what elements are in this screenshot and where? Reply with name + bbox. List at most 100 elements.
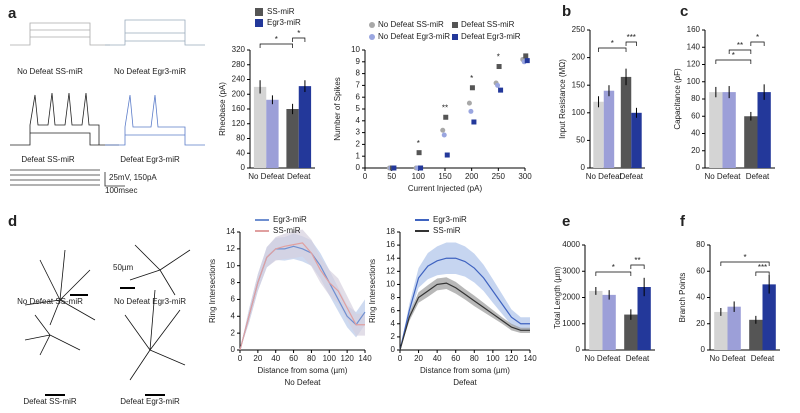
neuron-label: No Defeat Egr3-miR	[114, 297, 186, 306]
panel-letter: f	[680, 213, 686, 230]
bracket	[595, 271, 632, 276]
y-tick-label: 8	[231, 278, 236, 287]
panel-letter: d	[8, 213, 17, 230]
bar	[744, 116, 758, 168]
point	[498, 87, 504, 93]
y-tick-label: 3000	[562, 266, 580, 275]
traces	[10, 19, 205, 396]
y-axis-label: Ring Intersections	[368, 259, 377, 323]
y-tick-label: 8	[356, 69, 361, 78]
bar	[709, 92, 723, 168]
x-tick-label: 40	[271, 354, 280, 363]
y-tick-label: 50	[576, 136, 585, 145]
x-tick-label: 60	[451, 354, 460, 363]
point	[391, 165, 397, 171]
significance: *	[756, 33, 759, 42]
y-tick-label: 40	[691, 129, 700, 138]
legend-swatch	[255, 8, 263, 16]
y-tick-label: 0	[241, 163, 246, 172]
y-tick-label: 20	[691, 146, 700, 155]
y-tick-label: 80	[696, 240, 705, 249]
y-tick-label: 100	[572, 108, 586, 117]
x-tick-label: No Defeat	[709, 354, 746, 363]
x-tick-label: 0	[398, 354, 403, 363]
point	[471, 119, 477, 125]
x-axis-label: Distance from soma (µm)	[258, 366, 348, 375]
point	[496, 64, 502, 70]
y-tick-label: 150	[572, 80, 586, 89]
y-tick-label: 160	[232, 104, 246, 113]
scale-label: 50µm	[113, 263, 134, 272]
y-tick-label: 6	[391, 306, 396, 315]
bracket	[598, 47, 627, 52]
y-tick-label: 60	[691, 111, 700, 120]
significance: *	[611, 39, 614, 48]
legend-marker	[369, 34, 375, 40]
significance: *	[470, 74, 473, 83]
y-tick-label: 120	[687, 60, 701, 69]
legend-label: Egr3-miR	[433, 215, 467, 224]
bar	[266, 99, 279, 168]
point	[418, 165, 424, 171]
y-tick-label: 60	[696, 266, 705, 275]
y-tick-label: 10	[226, 261, 235, 270]
x-tick-label: Defeat	[626, 354, 650, 363]
point	[468, 108, 474, 114]
legend-label: SS-miR	[273, 226, 301, 235]
y-tick-label: 20	[696, 319, 705, 328]
legend-label: No Defeat SS-miR	[378, 20, 444, 29]
significance: ***	[627, 33, 636, 42]
y-tick-label: 250	[572, 25, 586, 34]
significance: *	[743, 253, 746, 262]
y-tick-label: 2000	[562, 293, 580, 302]
x-tick-label: 20	[253, 354, 262, 363]
legend-marker	[369, 22, 375, 28]
x-tick-label: 100	[323, 354, 337, 363]
significance: **	[737, 41, 743, 50]
y-tick-label: 2	[356, 140, 361, 149]
neuron-label: Defeat Egr3-miR	[120, 397, 180, 406]
panel-letter: e	[562, 213, 570, 230]
trace-label: Defeat Egr3-miR	[120, 155, 180, 164]
y-tick-label: 160	[687, 25, 701, 34]
y-tick-label: 2	[231, 328, 236, 337]
panel-letter: c	[680, 3, 688, 20]
point	[523, 53, 529, 59]
subtitle: No Defeat	[284, 378, 321, 387]
bracket	[630, 264, 645, 269]
y-tick-label: 18	[386, 227, 395, 236]
x-tick-label: Defeat	[746, 172, 770, 181]
x-tick-label: 140	[358, 354, 372, 363]
x-tick-label: 200	[465, 172, 479, 181]
legend-marker	[452, 34, 458, 40]
y-tick-label: 8	[391, 293, 396, 302]
bar	[722, 92, 736, 168]
bar	[762, 284, 776, 350]
x-tick-label: 80	[307, 354, 316, 363]
y-tick-label: 0	[356, 163, 361, 172]
significance: *	[497, 53, 500, 62]
y-tick-label: 16	[386, 240, 395, 249]
bracket	[259, 43, 293, 48]
y-tick-label: 6	[231, 295, 236, 304]
y-tick-label: 200	[232, 89, 246, 98]
error-band	[400, 277, 530, 350]
y-tick-label: 120	[232, 119, 246, 128]
bar	[298, 86, 312, 168]
line	[239, 242, 365, 351]
x-tick-label: 40	[433, 354, 442, 363]
point	[495, 82, 501, 88]
y-tick-label: 6	[356, 92, 361, 101]
bracket	[625, 41, 637, 46]
y-tick-label: 0	[581, 163, 586, 172]
trace-label: No Defeat SS-miR	[17, 67, 83, 76]
bar	[602, 294, 616, 350]
legend-marker	[452, 22, 458, 28]
significance: *	[732, 51, 735, 60]
legend-swatch	[255, 19, 263, 27]
y-axis-label: Input Resistance (MΩ)	[558, 59, 567, 139]
bar	[620, 76, 632, 168]
line	[399, 257, 530, 351]
legend-label: SS-miR	[433, 226, 461, 235]
